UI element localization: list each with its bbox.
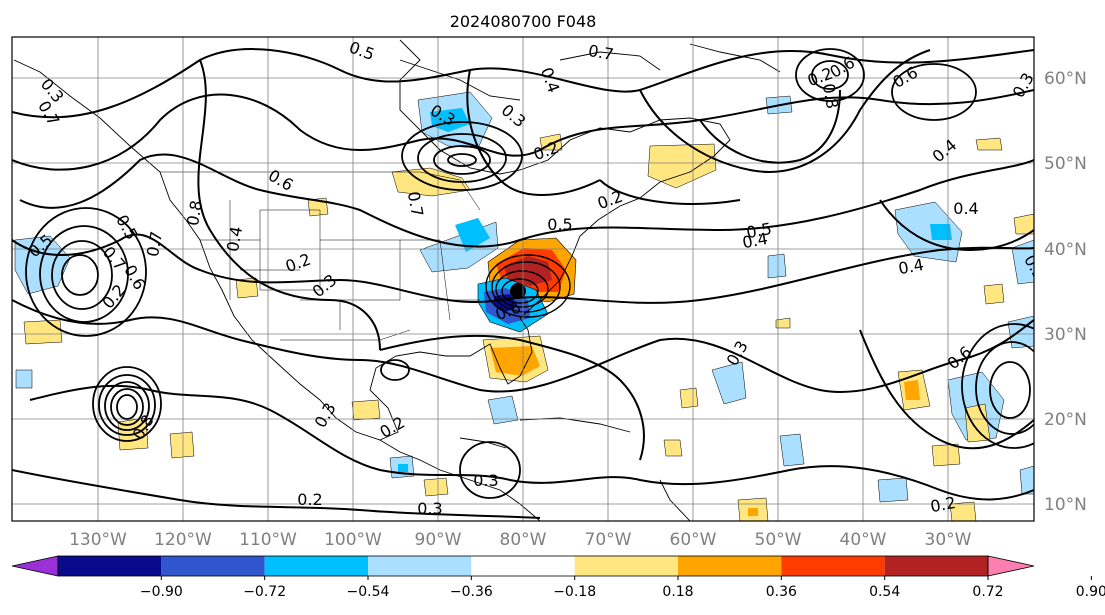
contour-label: 0.3	[417, 499, 442, 518]
colorbar-segment	[264, 556, 368, 576]
longitude-tick-label: 110°W	[239, 530, 297, 550]
colorbar-tick-label: −0.36	[450, 584, 493, 600]
colorbar-tick-label: 0.72	[972, 584, 1003, 600]
figure-title: 2024080700 F048	[450, 12, 597, 31]
colorbar-tick-label: 0.18	[662, 584, 693, 600]
longitude-tick-label: 60°W	[670, 530, 717, 550]
contour-label: 0.4	[897, 255, 925, 278]
colorbar-tick-label: 0.36	[766, 584, 797, 600]
longitude-tick-label: 90°W	[415, 530, 462, 550]
latitude-tick-label: 60°N	[1044, 69, 1087, 89]
colorbar-tick-label: −0.18	[553, 584, 596, 600]
colorbar-segment	[58, 556, 162, 576]
colorbar-segment	[471, 556, 575, 576]
shaded-anomalies	[14, 91, 1034, 521]
latitude-axis: 60°N 50°N 40°N 30°N 20°N 10°N	[1044, 69, 1087, 515]
colorbar-segment	[781, 556, 885, 576]
contour-label: 0.2	[929, 493, 957, 516]
latitude-tick-label: 30°N	[1044, 325, 1087, 345]
contour-label: 0.4	[953, 199, 978, 218]
colorbar-tick-label: −0.54	[347, 584, 390, 600]
colorbar: −0.90 −0.72 −0.54 −0.36 −0.18 0.18 0.36 0.54 0.7…	[11, 555, 1105, 600]
colorbar-tick-label: −0.72	[243, 584, 286, 600]
colorbar-segment	[678, 556, 782, 576]
contour-label: 0.4	[741, 229, 769, 252]
contour-label: 0.3	[473, 471, 498, 490]
longitude-tick-label: 30°W	[925, 530, 972, 550]
colorbar-tick-label: 0.90	[1076, 584, 1105, 600]
colorbar-extend-min	[11, 555, 59, 577]
longitude-tick-label: 70°W	[585, 530, 632, 550]
contour-label: 0.5	[745, 219, 773, 242]
colorbar-outline	[57, 555, 989, 577]
contour-label: 0.2	[297, 490, 322, 509]
contour-label: 0.7	[587, 41, 615, 64]
contour-label: 0.8	[183, 199, 206, 227]
latitude-tick-label: 40°N	[1044, 240, 1087, 260]
longitude-tick-label: 50°W	[755, 530, 802, 550]
contour-label: 0.5	[547, 215, 572, 234]
longitude-tick-label: 130°W	[69, 530, 127, 550]
colorbar-segment	[161, 556, 265, 576]
plot-area: 0.50.30.70.5 0.70.50.60.20.70.80.60.80.40…	[12, 37, 1034, 521]
colorbar-segment	[368, 556, 472, 576]
contour-label: 0.7	[404, 190, 427, 218]
latitude-tick-label: 10°N	[1044, 495, 1087, 515]
contour-label: 0.4	[223, 225, 246, 253]
colorbar-extend-max	[987, 555, 1035, 577]
longitude-tick-label: 120°W	[154, 530, 212, 550]
contour-label: 0.7	[143, 230, 166, 258]
colorbar-tick-label: −0.90	[140, 584, 183, 600]
colorbar-segment	[884, 556, 988, 576]
colorbar-tick-label: 0.54	[869, 584, 900, 600]
plot-frame	[11, 36, 1035, 522]
closed-contours	[25, 48, 1034, 499]
longitude-axis: 130°W 120°W 110°W 100°W 90°W 80°W 70°W 60°W 50°W…	[69, 530, 972, 550]
longitude-tick-label: 40°W	[840, 530, 887, 550]
colorbar-segment	[574, 556, 678, 576]
contour-label: 0.8	[819, 82, 842, 110]
latitude-tick-label: 50°N	[1044, 154, 1087, 174]
latitude-tick-label: 20°N	[1044, 410, 1087, 430]
longitude-tick-label: 80°W	[500, 530, 547, 550]
longitude-tick-label: 100°W	[324, 530, 382, 550]
contour-lines	[12, 48, 1034, 519]
